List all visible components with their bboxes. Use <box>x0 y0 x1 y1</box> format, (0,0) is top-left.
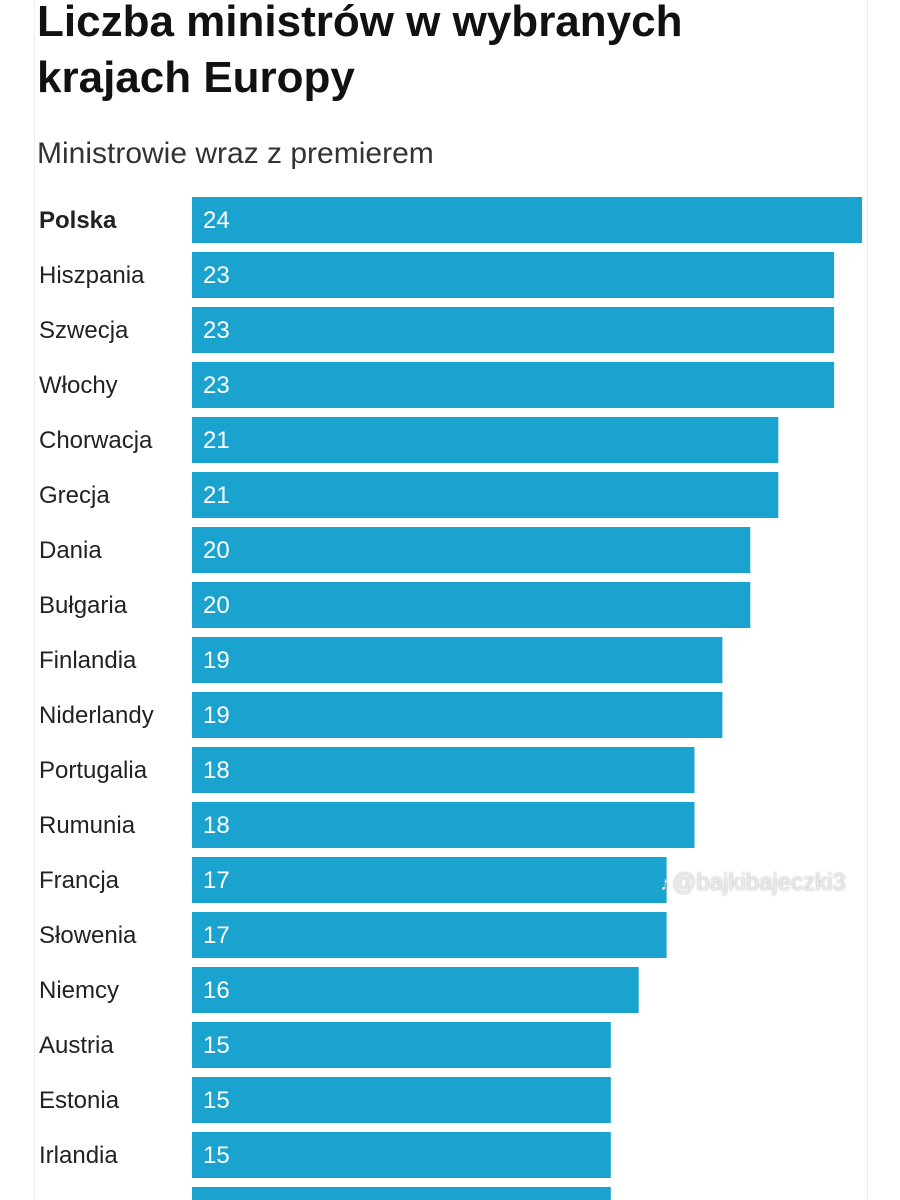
value-label-wlochy: 23 <box>203 372 230 399</box>
bar-chorwacja <box>192 417 779 463</box>
value-label-polska: 24 <box>203 207 230 234</box>
bar-litwa <box>192 1187 611 1200</box>
value-label-irlandia: 15 <box>203 1142 230 1169</box>
value-label-litwa: 15 <box>203 1197 230 1200</box>
chart-subtitle: Ministrowie wraz z premierem <box>37 137 434 170</box>
bar-slowenia <box>192 912 667 958</box>
bar-niemcy <box>192 967 639 1013</box>
value-label-slowenia: 17 <box>203 922 230 949</box>
category-label-austria: Austria <box>39 1032 114 1059</box>
category-label-rumunia: Rumunia <box>39 812 136 839</box>
bar-finlandia <box>192 637 723 683</box>
category-label-chorwacja: Chorwacja <box>39 427 153 454</box>
value-label-bulgaria: 20 <box>203 592 230 619</box>
value-label-chorwacja: 21 <box>203 427 230 454</box>
category-label-litwa: Litwa <box>39 1197 96 1200</box>
bar-portugalia <box>192 747 695 793</box>
category-label-slowenia: Słowenia <box>39 922 137 949</box>
tiktok-icon: ♪ <box>660 873 670 895</box>
category-label-estonia: Estonia <box>39 1087 120 1114</box>
category-label-grecja: Grecja <box>39 482 110 509</box>
watermark-text: @bajkibajeczki3 <box>672 869 846 896</box>
category-label-bulgaria: Bułgaria <box>39 592 128 619</box>
value-label-niemcy: 16 <box>203 977 230 1004</box>
bar-rumunia <box>192 802 695 848</box>
bar-grecja <box>192 472 779 518</box>
value-label-rumunia: 18 <box>203 812 230 839</box>
value-label-hiszpania: 23 <box>203 262 230 289</box>
category-label-portugalia: Portugalia <box>39 757 148 784</box>
category-label-szwecja: Szwecja <box>39 317 129 344</box>
value-label-finlandia: 19 <box>203 647 230 674</box>
value-label-estonia: 15 <box>203 1087 230 1114</box>
category-label-niemcy: Niemcy <box>39 977 119 1004</box>
category-label-wlochy: Włochy <box>39 372 118 399</box>
value-label-szwecja: 23 <box>203 317 230 344</box>
bar-bulgaria <box>192 582 751 628</box>
bar-niderlandy <box>192 692 723 738</box>
category-label-dania: Dania <box>39 537 102 564</box>
value-label-grecja: 21 <box>203 482 230 509</box>
value-label-francja: 17 <box>203 867 230 894</box>
bar-polska <box>192 197 862 243</box>
bar-irlandia <box>192 1132 611 1178</box>
bar-dania <box>192 527 751 573</box>
chart-title: Liczba ministrów w wybranych krajach Eur… <box>37 0 683 102</box>
bar-szwecja <box>192 307 835 353</box>
value-label-niderlandy: 19 <box>203 702 230 729</box>
category-label-niderlandy: Niderlandy <box>39 702 154 729</box>
bar-austria <box>192 1022 611 1068</box>
category-label-finlandia: Finlandia <box>39 647 137 674</box>
value-label-dania: 20 <box>203 537 230 564</box>
bar-wlochy <box>192 362 835 408</box>
category-label-irlandia: Irlandia <box>39 1142 118 1169</box>
value-label-austria: 15 <box>203 1032 230 1059</box>
watermark: ♪@bajkibajeczki3 <box>660 868 846 899</box>
category-label-hiszpania: Hiszpania <box>39 262 145 289</box>
bar-estonia <box>192 1077 611 1123</box>
bar-francja <box>192 857 667 903</box>
value-label-portugalia: 18 <box>203 757 230 784</box>
category-label-polska: Polska <box>39 207 117 234</box>
bar-hiszpania <box>192 252 835 298</box>
category-label-francja: Francja <box>39 867 120 894</box>
